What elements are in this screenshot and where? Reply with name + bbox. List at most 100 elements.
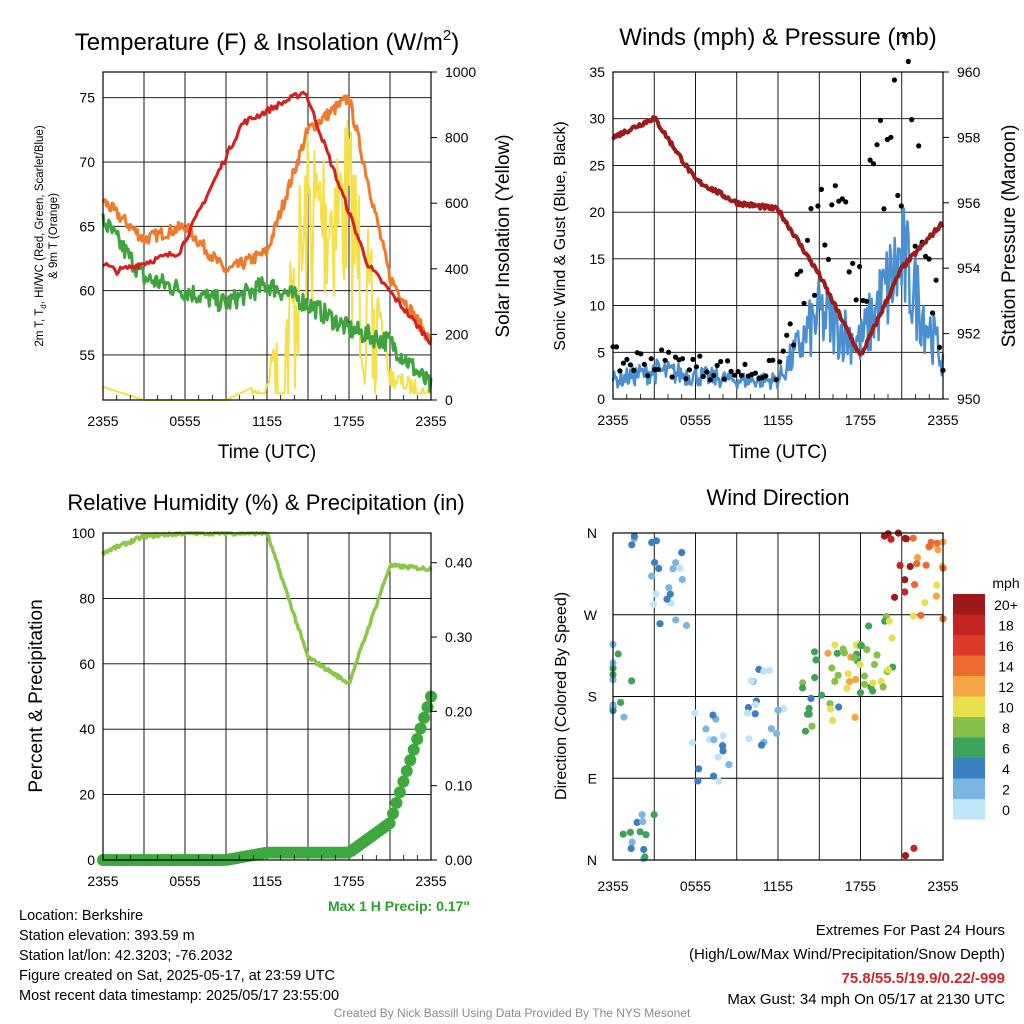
direction-point bbox=[798, 684, 807, 692]
winds-xtick: 0555 bbox=[680, 412, 711, 428]
direction-point bbox=[702, 725, 710, 733]
direction-point bbox=[808, 722, 816, 730]
direction-point bbox=[694, 777, 702, 785]
temperature-series bbox=[101, 90, 433, 401]
direction-point bbox=[856, 660, 864, 669]
direction-point bbox=[640, 845, 648, 854]
speed-legend-swatch bbox=[953, 635, 985, 656]
direction-ylabel-left: Direction (Colored By Speed) bbox=[553, 592, 570, 800]
humidity-ytick-right: 0.40 bbox=[445, 555, 472, 571]
direction-point bbox=[682, 621, 691, 630]
humidity-ticks: 0 20 40 60 80 100 2355 0555 1155 1755 2355 0.00 0.10… bbox=[72, 525, 473, 889]
direction-point bbox=[665, 584, 673, 592]
direction-point bbox=[831, 677, 839, 686]
precip-point bbox=[418, 711, 431, 724]
humidity-ytick-right: 0.10 bbox=[445, 778, 472, 794]
direction-point bbox=[656, 620, 664, 628]
station-info: Location: Berkshire Station elevation: 3… bbox=[19, 906, 339, 1006]
humidity-ytick-left: 60 bbox=[79, 656, 95, 672]
temperature-ytick-right: 200 bbox=[445, 326, 469, 342]
gust-point bbox=[829, 202, 835, 208]
gust-point bbox=[613, 344, 620, 350]
winds-ytick-left: 30 bbox=[589, 111, 605, 127]
humidity-grid bbox=[102, 532, 432, 861]
winds-series bbox=[610, 33, 946, 390]
direction-point bbox=[826, 700, 834, 708]
direction-point bbox=[934, 546, 942, 554]
speed-legend-swatch bbox=[953, 717, 985, 738]
direction-point bbox=[933, 581, 941, 589]
direction-point bbox=[672, 559, 680, 567]
winds-ytick-right: 960 bbox=[957, 64, 981, 80]
gust-point bbox=[864, 298, 870, 304]
direction-point bbox=[695, 765, 703, 773]
winds-ytick-left: 15 bbox=[589, 251, 605, 267]
gust-point bbox=[728, 368, 734, 374]
direction-point bbox=[911, 581, 919, 589]
gust-point bbox=[645, 373, 651, 379]
gust-point bbox=[714, 362, 720, 369]
direction-point bbox=[758, 741, 766, 749]
winds-ytick-right: 952 bbox=[957, 326, 981, 342]
direction-point bbox=[856, 689, 865, 697]
speed-legend-swatch bbox=[953, 655, 985, 676]
winds-ytick-left: 20 bbox=[589, 204, 605, 220]
winds-xlabel: Time (UTC) bbox=[729, 442, 828, 463]
direction-series bbox=[609, 529, 947, 863]
gust-point bbox=[742, 361, 748, 367]
direction-point bbox=[633, 818, 641, 827]
relative-humidity-line bbox=[101, 531, 433, 685]
temperature-ytick-right: 400 bbox=[445, 261, 469, 277]
gust-point bbox=[874, 142, 880, 148]
direction-point bbox=[803, 710, 812, 718]
gust-point bbox=[877, 117, 884, 123]
direction-point bbox=[747, 677, 756, 685]
direction-point bbox=[811, 674, 819, 682]
direction-point bbox=[743, 709, 751, 717]
gust-point bbox=[801, 300, 807, 306]
direction-point bbox=[827, 705, 835, 713]
gust-point bbox=[777, 359, 783, 365]
dewpoint-line bbox=[101, 213, 433, 393]
direction-point bbox=[863, 646, 871, 654]
direction-point bbox=[650, 558, 659, 567]
gust-point bbox=[926, 256, 932, 262]
gust-point bbox=[627, 362, 634, 368]
extremes-values: 75.8/55.5/19.9/0.22/-999 bbox=[841, 970, 1005, 987]
temperature-xtick: 1155 bbox=[252, 413, 282, 429]
gust-point bbox=[832, 183, 838, 189]
winds-ytick-left: 0 bbox=[597, 391, 605, 407]
direction-xtick: 2355 bbox=[927, 878, 958, 894]
gust-point bbox=[679, 356, 686, 362]
direction-point bbox=[810, 648, 819, 656]
gust-point bbox=[700, 373, 706, 380]
gust-point bbox=[798, 268, 804, 274]
winds-ytick-right: 950 bbox=[957, 391, 981, 407]
gust-point bbox=[641, 361, 647, 367]
direction-point bbox=[626, 828, 635, 836]
direction-point bbox=[641, 853, 649, 861]
gust-point bbox=[704, 369, 710, 375]
direction-point bbox=[669, 565, 677, 573]
temperature-xtick: 0555 bbox=[169, 413, 200, 429]
direction-point bbox=[719, 747, 727, 755]
direction-title: Wind Direction bbox=[706, 485, 849, 510]
direction-point bbox=[917, 611, 925, 619]
gust-point bbox=[784, 332, 790, 338]
direction-point bbox=[843, 684, 851, 693]
gust-point bbox=[857, 264, 863, 270]
gust-point bbox=[933, 277, 939, 283]
gust-point bbox=[732, 372, 738, 378]
temperature-panel: Temperature (F) & Insolation (W/m2) 55 60… bbox=[34, 27, 514, 463]
direction-point bbox=[638, 811, 646, 819]
gust-point bbox=[912, 243, 918, 249]
direction-point bbox=[710, 772, 718, 780]
temperature-ylabel-right: Solar Insolation (Yellow) bbox=[493, 134, 514, 337]
direction-point bbox=[884, 666, 892, 674]
direction-point bbox=[663, 595, 671, 603]
direction-point bbox=[921, 599, 929, 607]
speed-legend-title: mph bbox=[992, 575, 1019, 591]
station-elevation: Station elevation: 393.59 m bbox=[19, 928, 195, 944]
temperature-ytick-left: 60 bbox=[79, 283, 95, 299]
direction-point bbox=[807, 694, 815, 703]
